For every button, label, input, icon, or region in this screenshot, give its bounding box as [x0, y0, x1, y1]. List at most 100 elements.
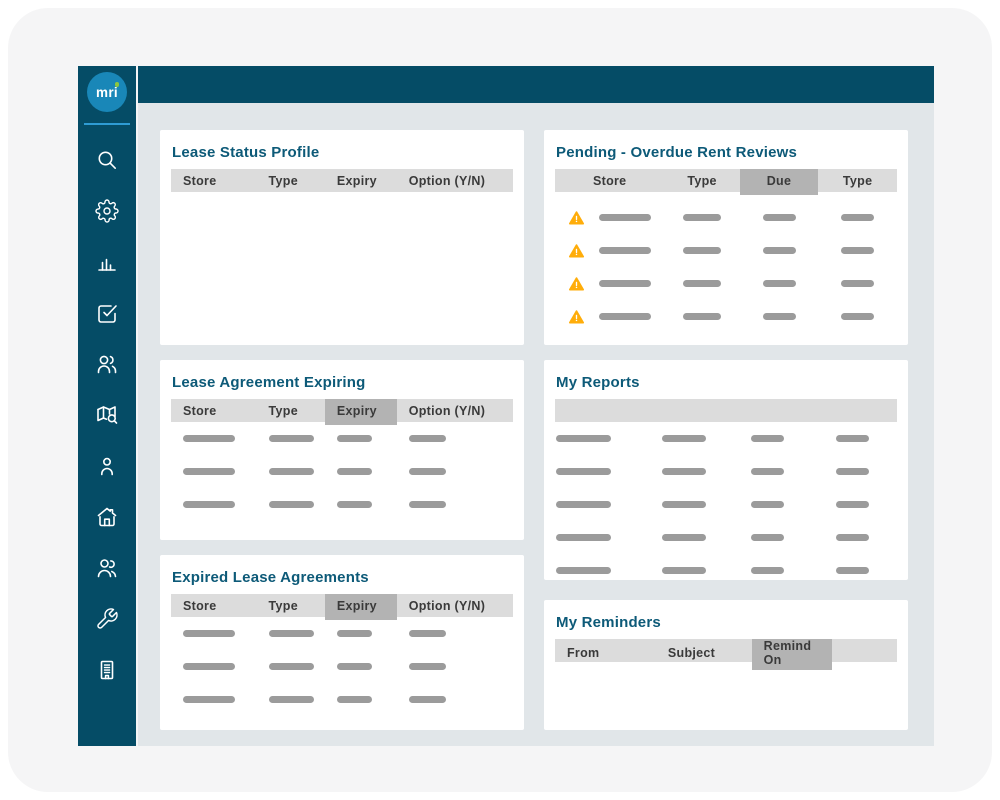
logo-underline [84, 123, 130, 125]
column-header[interactable] [832, 639, 897, 667]
placeholder-text [841, 214, 875, 221]
table-row[interactable] [171, 650, 513, 683]
table-cell [257, 630, 325, 637]
table-cell [325, 501, 397, 508]
table-cell [171, 696, 257, 703]
table-row[interactable] [171, 683, 513, 716]
table-cell [661, 468, 750, 475]
column-header[interactable]: Subject [667, 646, 716, 660]
mri-logo[interactable]: mri [87, 72, 127, 112]
column-header[interactable]: Store [183, 403, 217, 418]
table-header-row: Store Type Expiry Option (Y/N) [171, 399, 513, 425]
table-row[interactable] [555, 455, 897, 488]
placeholder-text [336, 501, 372, 508]
sidebar-item-reports[interactable] [94, 250, 120, 274]
main-region: Lease Status Profile Store Type Expiry Opti… [138, 66, 934, 746]
table-row[interactable] [171, 422, 513, 455]
placeholder-text [599, 214, 652, 221]
table-cell [818, 214, 897, 221]
column-header[interactable]: Expiry [336, 173, 377, 188]
placeholder-text [268, 435, 314, 442]
column-header[interactable]: Option (Y/N) [408, 403, 486, 418]
table-cell [171, 663, 257, 670]
table-row[interactable] [555, 521, 897, 554]
placeholder-text [841, 247, 875, 254]
table-cell [325, 435, 397, 442]
table-cell [555, 567, 661, 574]
column-header[interactable]: Due [739, 169, 819, 195]
table-row[interactable] [171, 488, 513, 521]
column-header[interactable]: Expiry [324, 399, 397, 425]
sidebar-item-tasks[interactable] [94, 301, 120, 325]
table-cell [835, 468, 897, 475]
table-cell [397, 630, 513, 637]
table-row[interactable] [171, 617, 513, 650]
column-header[interactable]: Remind On [751, 639, 833, 670]
placeholder-text [268, 501, 314, 508]
column-header[interactable]: Store [183, 173, 217, 188]
table-cell [257, 696, 325, 703]
column-header[interactable]: Option (Y/N) [408, 598, 486, 613]
table-row[interactable] [171, 455, 513, 488]
column-header[interactable]: Type [268, 598, 298, 613]
table-row[interactable] [555, 422, 897, 455]
table-cell [397, 696, 513, 703]
column-header[interactable]: Option (Y/N) [408, 173, 486, 188]
column-header[interactable]: Type [268, 403, 298, 418]
table-row[interactable] [555, 234, 897, 267]
user-icon [101, 457, 113, 476]
placeholder-text [183, 696, 235, 703]
column-header[interactable]: Expiry [324, 594, 397, 620]
placeholder-text [408, 663, 446, 670]
placeholder-text [183, 501, 235, 508]
table-row[interactable] [555, 267, 897, 300]
table-cell [750, 567, 836, 574]
table-cell [325, 468, 397, 475]
table-row[interactable] [555, 201, 897, 234]
table-cell [397, 435, 513, 442]
table-header-row [555, 399, 897, 422]
placeholder-text [556, 435, 611, 442]
table-cell [661, 567, 750, 574]
table-cell [664, 247, 739, 254]
table-header-row: Store Type Expiry Option (Y/N) [171, 169, 513, 192]
placeholder-text [408, 501, 446, 508]
sidebar-item-home[interactable] [94, 505, 120, 529]
placeholder-text [836, 501, 870, 508]
sidebar-item-properties[interactable] [94, 658, 120, 682]
table-cell [257, 468, 325, 475]
card-title: Pending - Overdue Rent Reviews [556, 144, 798, 161]
table-cell [661, 501, 750, 508]
placeholder-text [750, 501, 784, 508]
placeholder-text [556, 534, 611, 541]
column-header[interactable]: Store [183, 598, 217, 613]
column-header[interactable]: Type [268, 173, 298, 188]
placeholder-text [408, 435, 446, 442]
table-row[interactable] [555, 554, 897, 580]
bar-chart-icon [98, 258, 116, 271]
placeholder-text [268, 696, 314, 703]
sidebar-item-search[interactable] [94, 148, 120, 172]
sidebar-item-users[interactable] [94, 352, 120, 376]
sidebar-item-settings[interactable] [94, 199, 120, 223]
sidebar-item-tools[interactable] [94, 607, 120, 631]
warning-icon [569, 309, 585, 324]
placeholder-text [183, 435, 235, 442]
sidebar-item-tenants[interactable] [94, 556, 120, 580]
column-header[interactable]: Type [687, 173, 717, 188]
placeholder-text [750, 534, 784, 541]
sidebar-item-map[interactable] [94, 403, 120, 427]
column-header[interactable]: Store [592, 173, 627, 188]
sidebar-item-profile[interactable] [94, 454, 120, 478]
placeholder-text [556, 468, 611, 475]
table-row[interactable] [555, 488, 897, 521]
column-header[interactable]: Type [842, 173, 873, 188]
table-row[interactable] [555, 300, 897, 333]
table-cell [750, 468, 836, 475]
column-header[interactable]: From [567, 646, 600, 660]
placeholder-text [268, 663, 314, 670]
placeholder-text [683, 247, 722, 254]
table-cell [171, 468, 257, 475]
table-cell [555, 501, 661, 508]
table-cell [818, 280, 897, 287]
